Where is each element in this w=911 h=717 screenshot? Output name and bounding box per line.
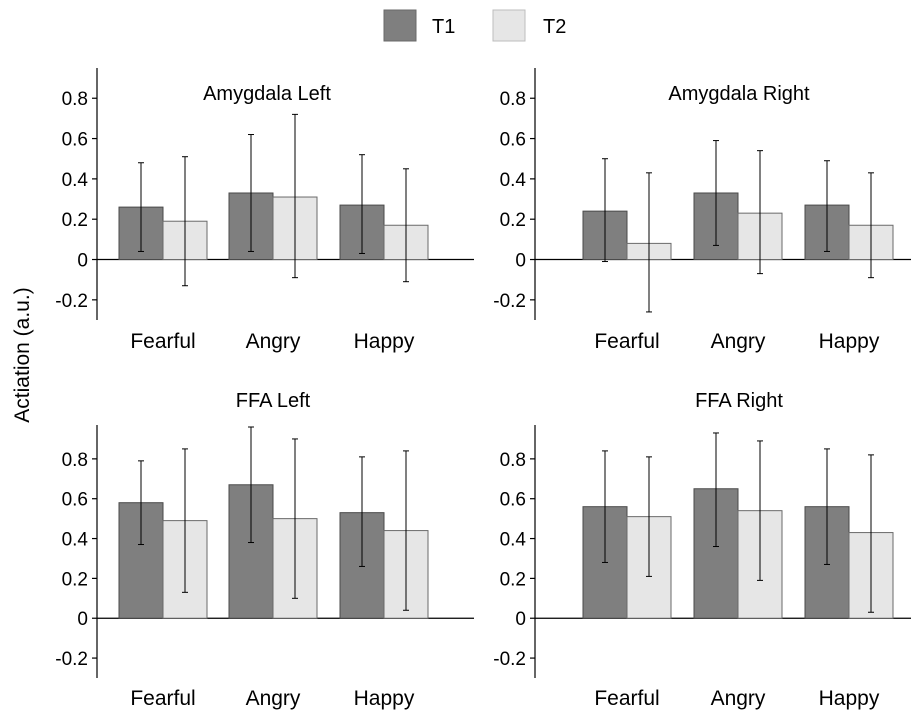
category-label: Happy: [819, 330, 880, 353]
panel-title: FFA Left: [236, 390, 311, 412]
legend-swatch-t1: [383, 9, 417, 42]
legend: T1 T2: [383, 9, 566, 42]
y-tick-label: 0.2: [62, 569, 88, 590]
y-tick-label: 0.8: [62, 450, 88, 471]
y-tick-label: 0: [77, 609, 88, 630]
legend-label-t1: T1: [432, 16, 455, 38]
legend-swatch-t2: [492, 9, 526, 42]
panel-title: Amygdala Left: [203, 83, 331, 105]
y-tick-label: 0.4: [500, 530, 527, 551]
y-tick-label: -0.2: [55, 649, 88, 670]
category-label: Angry: [711, 330, 766, 353]
y-tick-label: 0.8: [500, 89, 526, 110]
category-label: Fearful: [130, 687, 195, 710]
chart-panel: FFA Right -0.2 0 0.2 0.4 0.6 0.8 Fearful Angry Ha…: [493, 390, 911, 710]
category-label: Angry: [246, 330, 301, 353]
category-label: Angry: [711, 687, 766, 710]
y-tick-label: 0.2: [62, 210, 88, 231]
panels: Amygdala Left -0.2 0 0.2 0.4 0.6 0.8 Fearful Ang…: [55, 68, 911, 710]
y-tick-label: 0.2: [500, 569, 526, 590]
y-tick-label: 0: [515, 251, 526, 272]
panel-title: FFA Right: [695, 390, 783, 412]
y-tick-label: 0.4: [62, 170, 89, 191]
y-tick-label: -0.2: [55, 291, 88, 312]
category-label: Fearful: [130, 330, 195, 353]
y-tick-label: 0.8: [500, 450, 526, 471]
category-label: Happy: [354, 687, 415, 710]
y-tick-label: 0.4: [62, 530, 89, 551]
y-tick-label: 0.4: [500, 170, 527, 191]
chart-panel: Amygdala Right -0.2 0 0.2 0.4 0.6 0.8 Fearful An…: [493, 68, 911, 353]
category-label: Happy: [819, 687, 880, 710]
y-tick-label: 0.6: [500, 130, 526, 151]
category-label: Fearful: [594, 330, 659, 353]
y-tick-label: 0.6: [62, 490, 88, 511]
y-tick-label: 0: [77, 251, 88, 272]
legend-label-t2: T2: [543, 16, 566, 38]
y-tick-label: 0.6: [500, 490, 526, 511]
category-label: Happy: [354, 330, 415, 353]
chart-panel: Amygdala Left -0.2 0 0.2 0.4 0.6 0.8 Fearful Ang…: [55, 68, 474, 353]
y-tick-label: 0.8: [62, 89, 88, 110]
y-tick-label: -0.2: [493, 291, 526, 312]
y-tick-label: 0.6: [62, 130, 88, 151]
y-tick-label: -0.2: [493, 649, 526, 670]
y-tick-label: 0: [515, 609, 526, 630]
y-axis-label: Actiation (a.u.): [11, 287, 34, 422]
category-label: Angry: [246, 687, 301, 710]
y-tick-label: 0.2: [500, 210, 526, 231]
category-label: Fearful: [594, 687, 659, 710]
chart-panel: FFA Left -0.2 0 0.2 0.4 0.6 0.8 Fearful Angry Hap…: [55, 390, 474, 710]
panel-title: Amygdala Right: [668, 83, 810, 105]
